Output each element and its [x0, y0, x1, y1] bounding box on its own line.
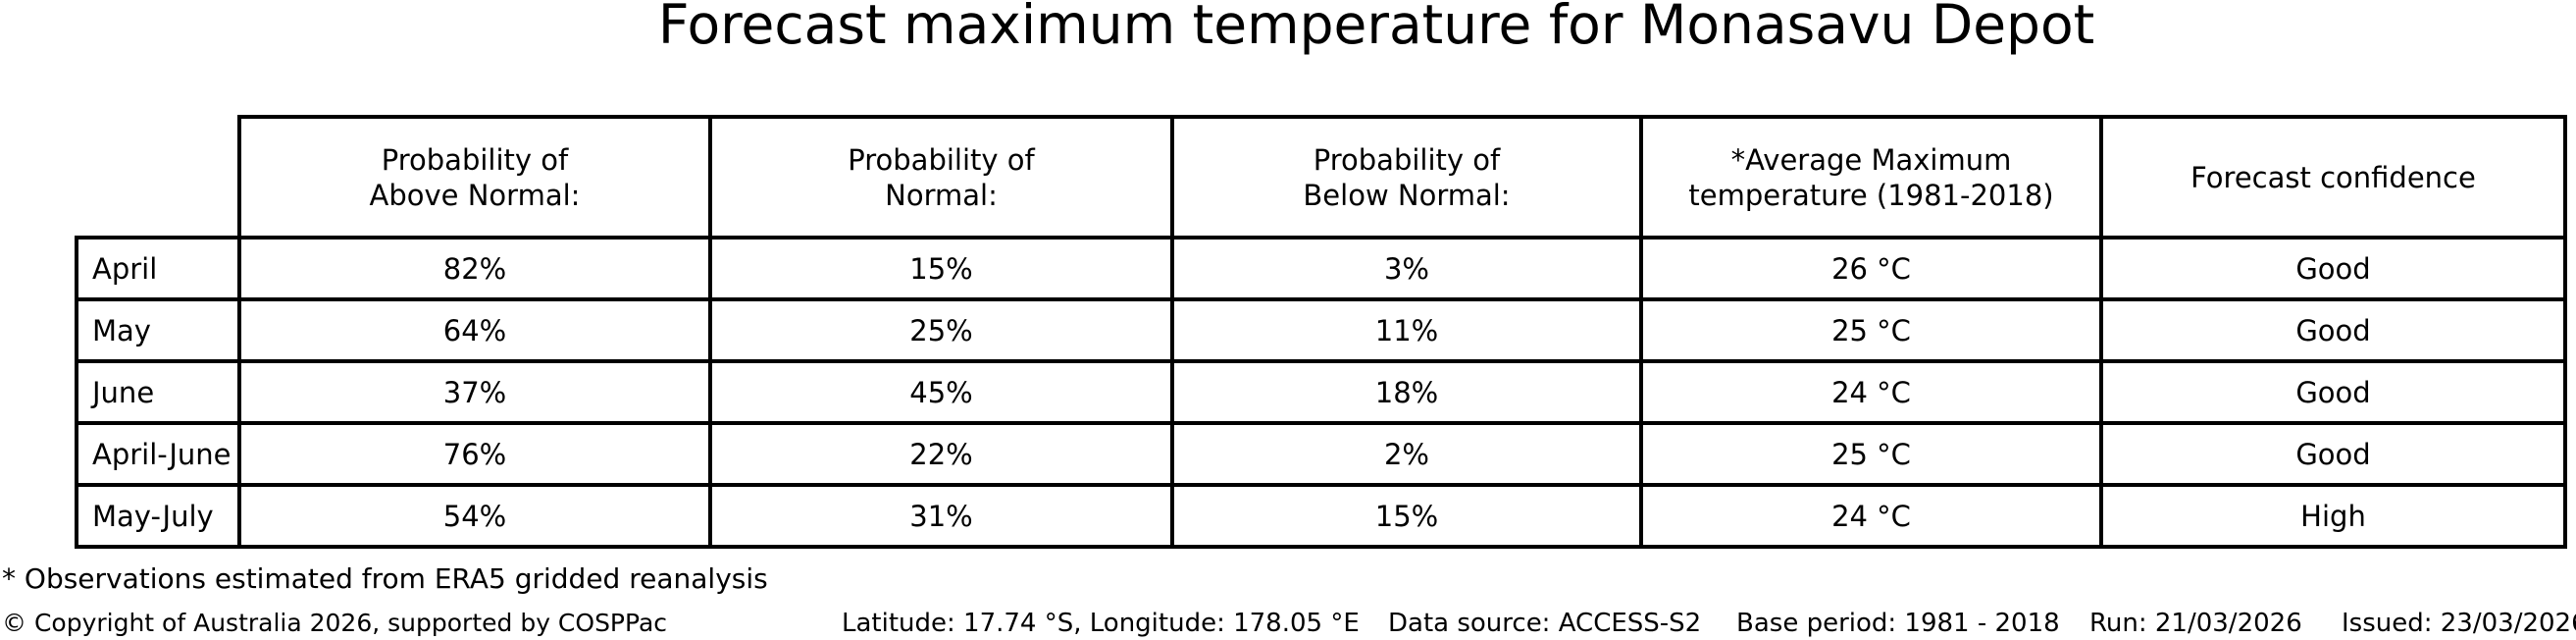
base-period-text: Base period: 1981 - 2018 — [1736, 609, 2060, 638]
figure-title: Forecast maximum temperature for Monasav… — [657, 0, 2095, 56]
table-cell: 2% — [1170, 421, 1643, 487]
header-forecast-confidence: Forecast confidence — [2099, 115, 2567, 240]
table-cell: 26 °C — [1639, 236, 2103, 301]
table-cell: 25% — [708, 297, 1174, 363]
table-row-april-june: April-June 76% 22% 2% 25 °C Good — [75, 421, 2567, 487]
table-cell: 15% — [708, 236, 1174, 301]
table-cell: 82% — [237, 236, 712, 301]
data-source-text: Data source: ACCESS-S2 — [1388, 609, 1702, 638]
table-cell: 24 °C — [1639, 483, 2103, 549]
table-cell: 11% — [1170, 297, 1643, 363]
header-below-normal: Probability of Below Normal: — [1170, 115, 1643, 240]
table-cell: 76% — [237, 421, 712, 487]
table-cell: High — [2099, 483, 2567, 549]
forecast-table: Probability of Above Normal: Probability… — [75, 115, 2567, 549]
run-date-text: Run: 21/03/2026 — [2089, 609, 2302, 638]
corner-cell — [77, 117, 239, 238]
table-cell: 45% — [708, 359, 1174, 425]
latitude-longitude-text: Latitude: 17.74 °S, Longitude: 178.05 °E — [842, 609, 1360, 638]
table-row-april: April 82% 15% 3% 26 °C Good — [75, 236, 2567, 301]
row-label: May — [75, 297, 241, 363]
table-cell: 37% — [237, 359, 712, 425]
table-header-row: Probability of Above Normal: Probability… — [77, 115, 2567, 240]
table-cell: Good — [2099, 236, 2567, 301]
table-row-may: May 64% 25% 11% 25 °C Good — [75, 297, 2567, 363]
table-cell: Good — [2099, 421, 2567, 487]
table-cell: 3% — [1170, 236, 1643, 301]
header-above-normal: Probability of Above Normal: — [237, 115, 712, 240]
table-cell: 15% — [1170, 483, 1643, 549]
row-label: April — [75, 236, 241, 301]
header-average-max-temp: *Average Maximum temperature (1981-2018) — [1639, 115, 2103, 240]
row-label: April-June — [75, 421, 241, 487]
table-cell: 18% — [1170, 359, 1643, 425]
table-cell: 22% — [708, 421, 1174, 487]
table-row-may-july: May-July 54% 31% 15% 24 °C High — [75, 483, 2567, 549]
table-cell: 25 °C — [1639, 297, 2103, 363]
table-row-june: June 37% 45% 18% 24 °C Good — [75, 359, 2567, 425]
table-cell: Good — [2099, 297, 2567, 363]
table-cell: 64% — [237, 297, 712, 363]
table-cell: 54% — [237, 483, 712, 549]
row-label: May-July — [75, 483, 241, 549]
row-label: June — [75, 359, 241, 425]
table-cell: 31% — [708, 483, 1174, 549]
table-cell: 25 °C — [1639, 421, 2103, 487]
copyright-text: © Copyright of Australia 2026, supported… — [2, 609, 668, 637]
table-cell: Good — [2099, 359, 2567, 425]
header-normal: Probability of Normal: — [708, 115, 1174, 240]
observations-footnote: * Observations estimated from ERA5 gridd… — [2, 562, 768, 595]
table-cell: 24 °C — [1639, 359, 2103, 425]
issued-date-text: Issued: 23/03/2026 — [2342, 609, 2576, 638]
